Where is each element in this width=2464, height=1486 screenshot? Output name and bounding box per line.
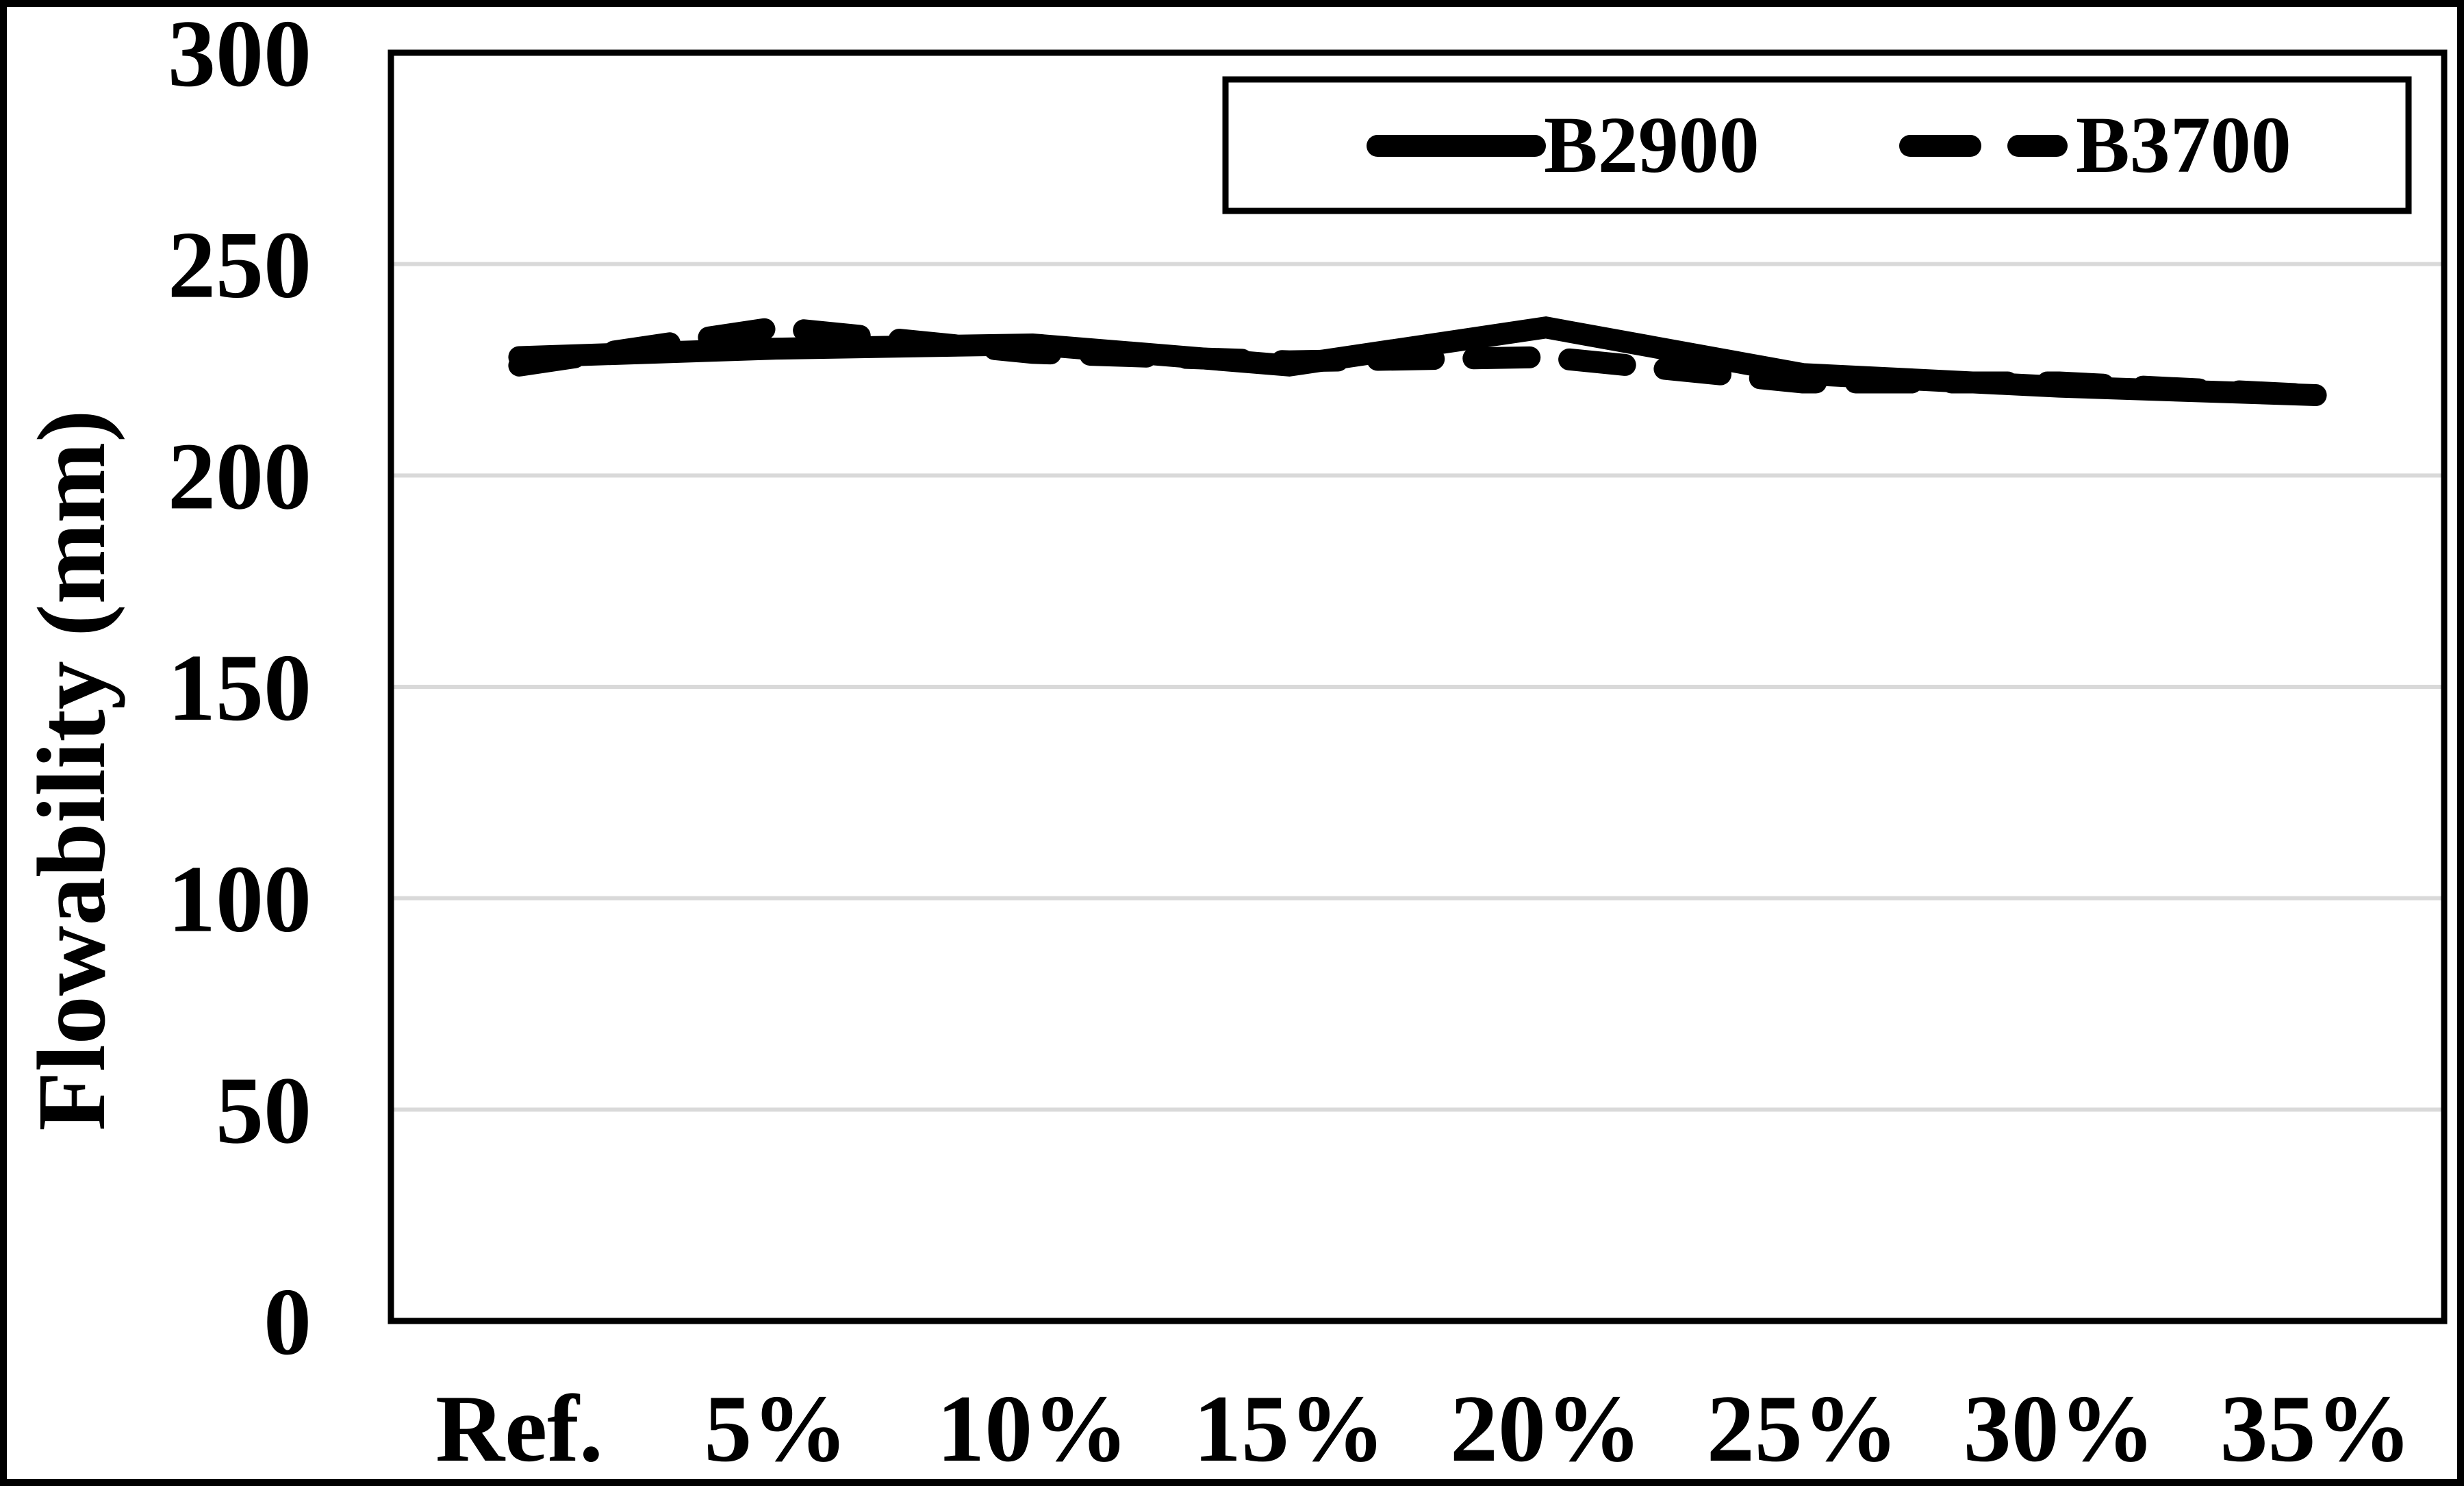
x-tick-label: 30%	[1964, 1376, 2155, 1482]
x-tick-label: 10%	[937, 1376, 1128, 1482]
x-tick-label: 35%	[2220, 1376, 2412, 1482]
y-tick-label: 200	[168, 423, 312, 529]
x-axis-category-labels: Ref. 5% 10% 15% 20% 25% 30% 35%	[435, 1376, 2412, 1482]
y-tick-label: 250	[168, 212, 312, 318]
y-tick-label: 100	[168, 846, 312, 953]
plot-border	[388, 49, 2448, 1324]
legend-label-b2900: B2900	[1544, 100, 1760, 190]
y-tick-label: 0	[264, 1269, 312, 1375]
y-axis-tick-labels: 0 50 100 150 200 250 300	[168, 1, 312, 1375]
legend-label-b3700: B3700	[2076, 100, 2291, 190]
data-series-group	[508, 316, 2327, 407]
x-tick-label: 20%	[1450, 1376, 1642, 1482]
x-tick-label: Ref.	[435, 1376, 603, 1482]
y-axis-title: Flowability (mm)	[17, 410, 125, 1131]
x-tick-label: 25%	[1707, 1376, 1898, 1482]
series-line-b3700	[508, 316, 2327, 407]
y-tick-label: 50	[216, 1057, 312, 1163]
x-tick-label: 15%	[1193, 1376, 1385, 1482]
y-tick-label: 150	[168, 635, 312, 741]
y-tick-label: 300	[168, 1, 312, 107]
gridlines	[391, 262, 2444, 1112]
legend: B2900 B3700	[1222, 76, 2412, 214]
x-tick-label: 5%	[704, 1376, 848, 1482]
